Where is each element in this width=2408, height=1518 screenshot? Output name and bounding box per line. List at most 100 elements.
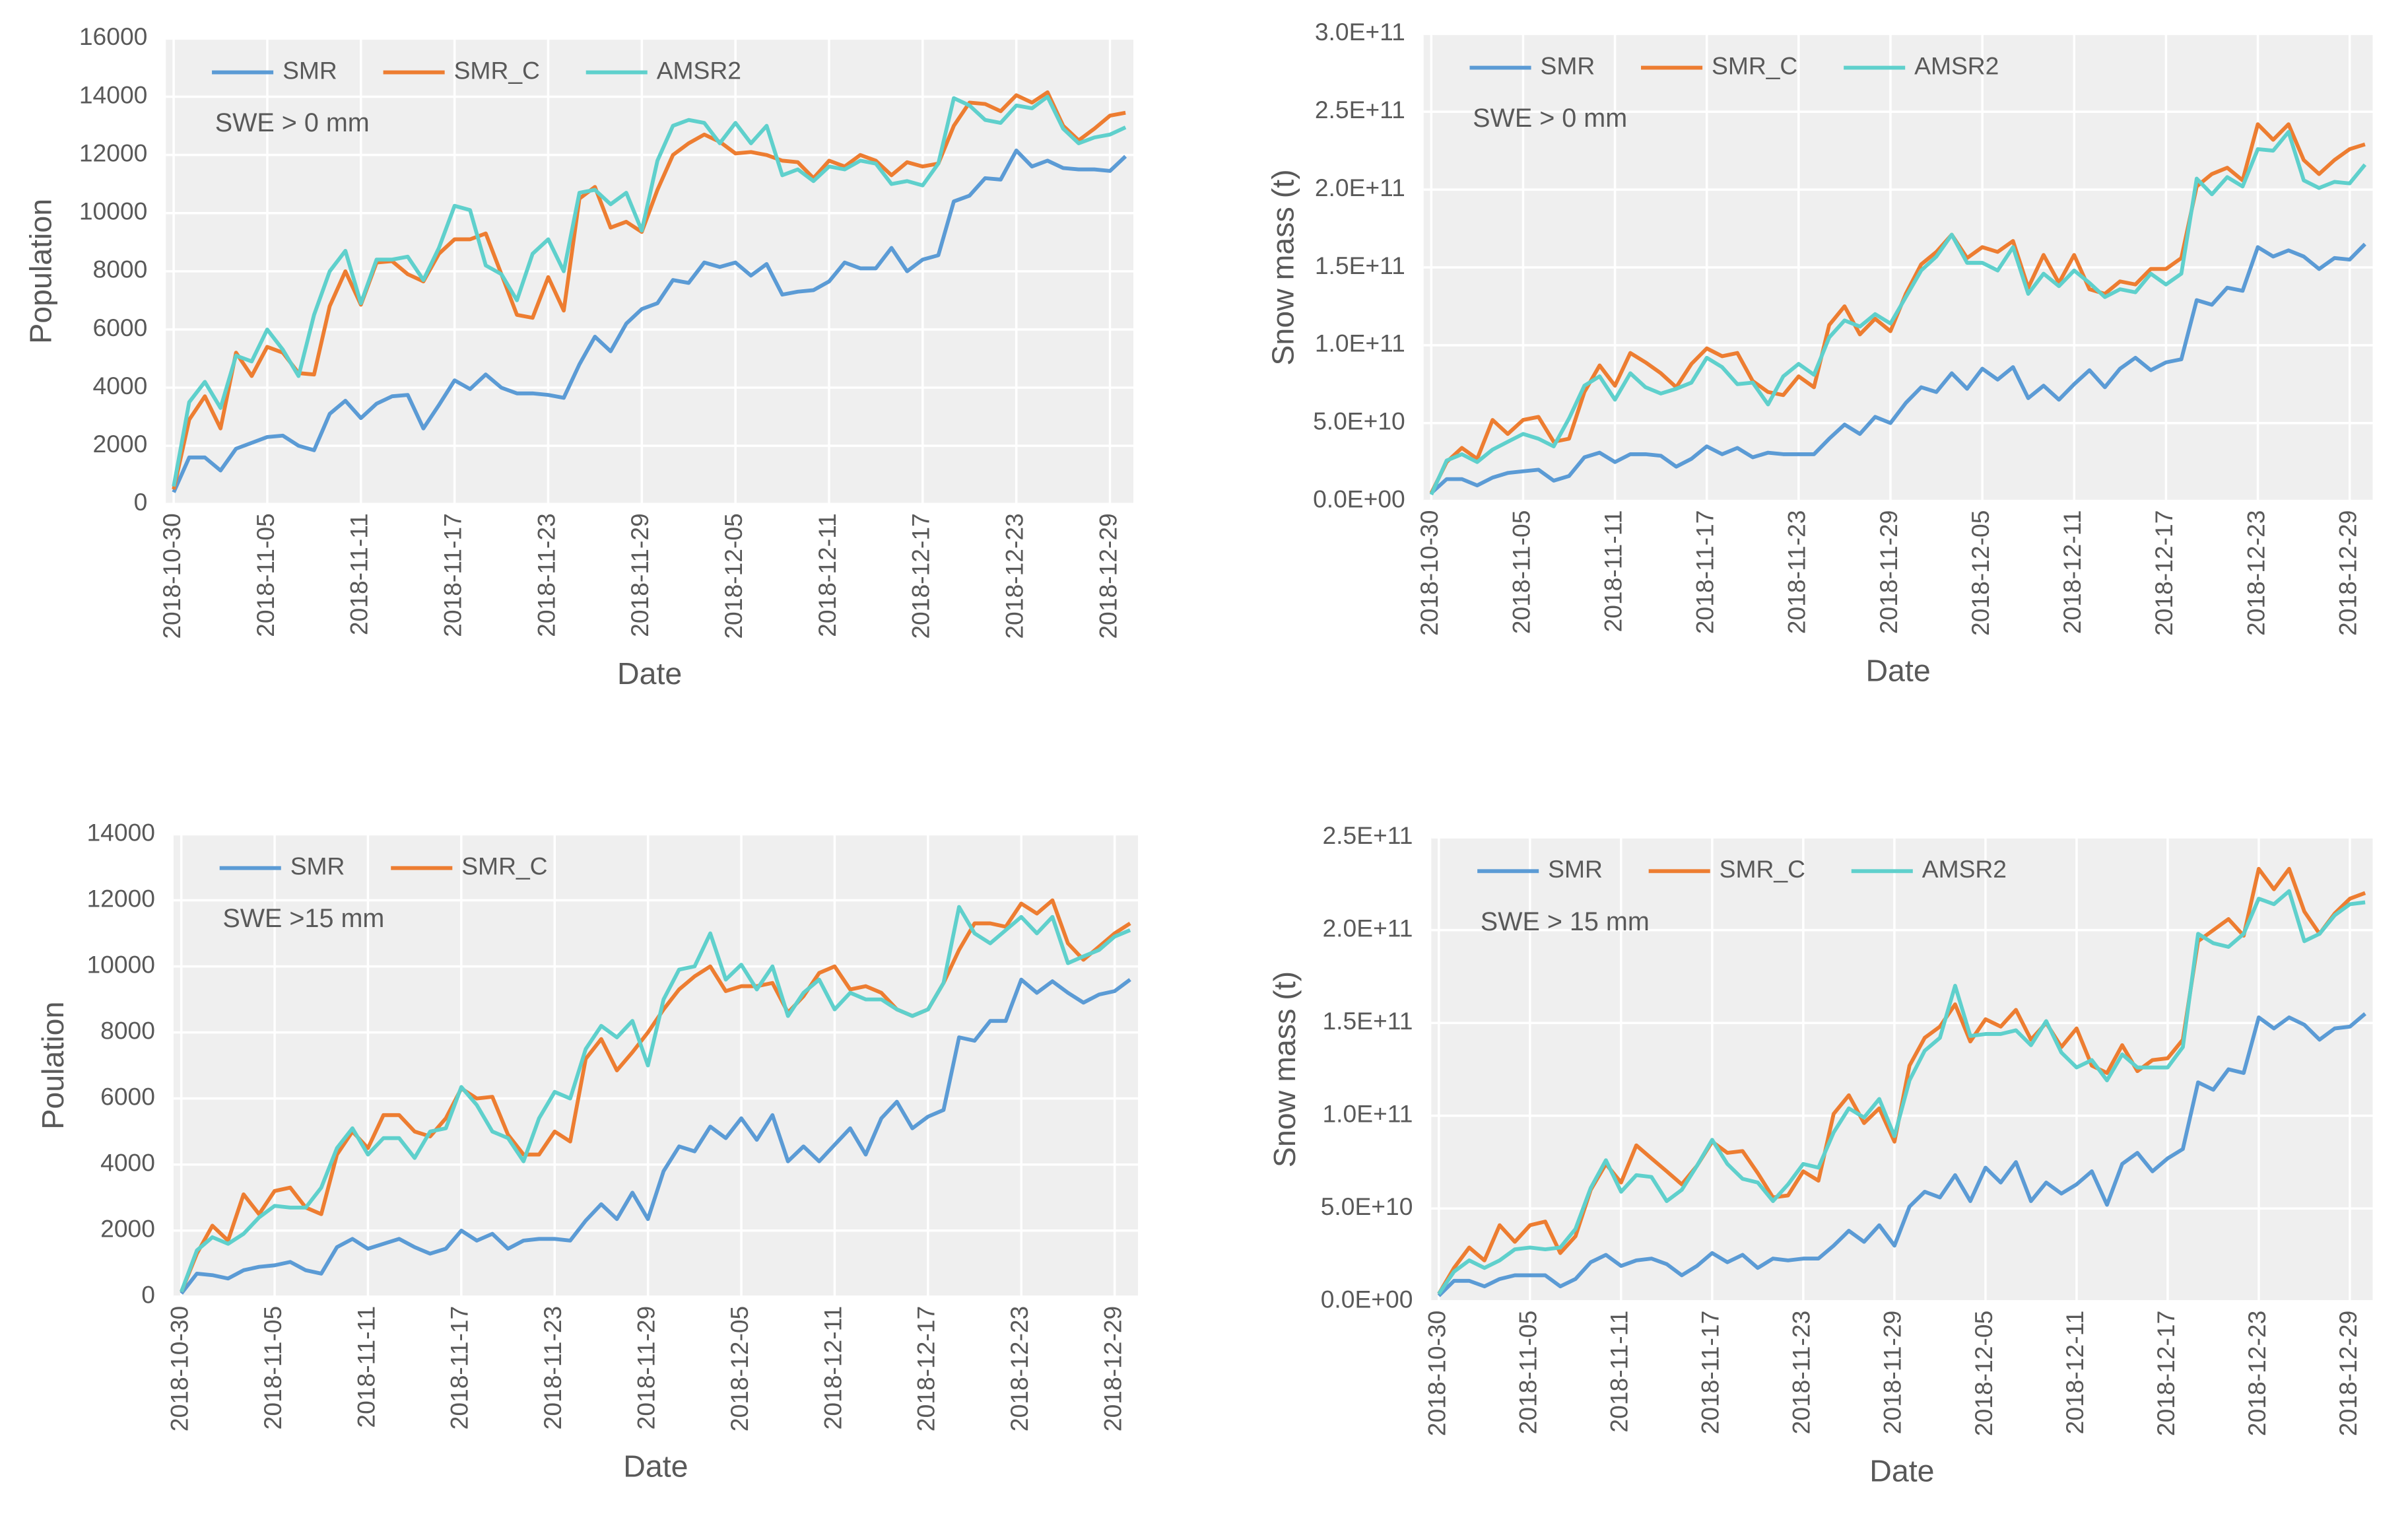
y-tick-label: 0 — [134, 488, 148, 516]
x-tick-label: 2018-12-17 — [907, 513, 935, 638]
y-tick-label: 10000 — [86, 950, 155, 978]
y-tick-label: 0.0E+00 — [1313, 485, 1405, 512]
y-tick-label: 1.0E+11 — [1322, 1100, 1413, 1128]
x-tick-label: 2018-12-29 — [1098, 1306, 1126, 1432]
x-tick-label: 2018-12-29 — [2334, 510, 2362, 636]
x-tick-label: 2018-11-05 — [1507, 510, 1535, 635]
y-tick-label: 4000 — [93, 372, 148, 399]
y-tick-label: 5.0E+10 — [1313, 407, 1405, 435]
y-tick-label: 5.0E+10 — [1321, 1192, 1413, 1220]
y-tick-label: 8000 — [100, 1016, 155, 1044]
x-tick-label: 2018-12-05 — [1966, 510, 1994, 636]
y-tick-label: 12000 — [86, 884, 155, 912]
y-axis-title: Snow mass (t) — [1266, 169, 1300, 365]
series-line — [180, 905, 1131, 1293]
y-tick-label: 4000 — [100, 1149, 155, 1177]
y-tick-label: 2.0E+11 — [1322, 914, 1413, 942]
panel: 0 2000 4000 6000 8000 10000 12000 14000 2018-10-… — [36, 818, 1138, 1484]
x-tick-label: 2018-11-11 — [1599, 510, 1626, 633]
legend-label: AMSR2 — [1914, 52, 1999, 79]
panel: 0.0E+00 5.0E+10 1.0E+11 1.5E+11 2.0E+11 2.5E+… — [1266, 18, 2373, 688]
y-axis-title: Poulation — [36, 1002, 70, 1130]
legend-label: AMSR2 — [1922, 855, 2007, 883]
x-tick-label: 2018-11-05 — [251, 513, 279, 637]
y-tick-label: 6000 — [93, 314, 148, 341]
series-line — [1429, 129, 2367, 496]
legend-label: SMR_C — [1712, 52, 1797, 79]
x-axis-title: Date — [617, 656, 682, 691]
x-tick-label: 2018-12-05 — [719, 513, 747, 638]
y-tick-label: 6000 — [100, 1082, 155, 1110]
series-line — [1437, 1012, 2366, 1297]
legend-label: SMR — [1541, 52, 1595, 79]
series-line — [172, 94, 1127, 487]
y-axis-title: Snow mass (t) — [1267, 971, 1302, 1167]
y-tick-label: 2.5E+11 — [1315, 96, 1405, 123]
x-tick-label: 2018-12-05 — [1970, 1311, 1997, 1436]
legend-label: SMR — [283, 56, 337, 84]
x-tick-label: 2018-12-11 — [2061, 1311, 2089, 1435]
x-tick-label: 2018-11-17 — [438, 513, 466, 637]
x-tick-label: 2018-12-29 — [1094, 513, 1121, 638]
x-tick-label: 2018-11-23 — [1788, 1311, 1815, 1435]
panel: 0.0E+00 5.0E+10 1.0E+11 1.5E+11 2.0E+11 2.5E+… — [1267, 821, 2373, 1488]
x-tick-label: 2018-11-17 — [1691, 510, 1719, 635]
x-tick-label: 2018-12-11 — [813, 513, 841, 637]
x-tick-label: 2018-11-29 — [632, 1306, 659, 1430]
x-axis-title: Date — [623, 1449, 688, 1484]
y-tick-label: 1.5E+11 — [1322, 1007, 1413, 1035]
x-tick-label: 2018-11-23 — [539, 1306, 566, 1430]
x-tick-label: 2018-11-11 — [1605, 1311, 1633, 1433]
x-tick-label: 2018-12-23 — [1005, 1306, 1033, 1432]
x-tick-label: 2018-11-05 — [259, 1306, 286, 1430]
x-tick-label: 2018-12-05 — [725, 1306, 753, 1432]
y-tick-label: 0.0E+00 — [1321, 1286, 1413, 1313]
y-tick-label: 8000 — [93, 256, 148, 283]
y-tick-label: 2000 — [100, 1215, 155, 1243]
panel: 0 2000 4000 6000 8000 10000 12000 14000 16000 201… — [23, 22, 1133, 691]
x-tick-label: 2018-12-23 — [2243, 1311, 2271, 1436]
legend-label: SMR_C — [1720, 855, 1805, 883]
x-tick-label: 2018-10-30 — [1415, 510, 1443, 636]
x-axis-title: Date — [1869, 1454, 1934, 1488]
annotation: SWE > 15 mm — [1481, 907, 1650, 936]
x-tick-label: 2018-10-30 — [166, 1306, 193, 1432]
plot-area — [173, 834, 1138, 1297]
x-tick-label: 2018-11-23 — [532, 513, 560, 637]
series-line — [180, 977, 1131, 1295]
y-tick-label: 12000 — [79, 139, 148, 166]
y-tick-label: 16000 — [79, 22, 148, 50]
x-tick-label: 2018-12-17 — [2150, 510, 2178, 636]
x-tick-label: 2018-10-30 — [1423, 1311, 1451, 1436]
x-tick-label: 2018-11-17 — [446, 1306, 473, 1430]
legend-label: SMR — [290, 852, 345, 880]
y-tick-label: 2.0E+11 — [1315, 174, 1405, 201]
x-tick-label: 2018-12-17 — [2152, 1311, 2180, 1436]
x-tick-label: 2018-12-29 — [2334, 1311, 2362, 1436]
y-tick-label: 2000 — [93, 430, 148, 458]
x-tick-label: 2018-11-29 — [626, 513, 653, 637]
y-tick-label: 10000 — [79, 197, 148, 225]
x-tick-label: 2018-12-11 — [819, 1306, 846, 1430]
series-line — [1437, 889, 2366, 1295]
x-tick-label: 2018-11-23 — [1783, 510, 1811, 635]
legend-label: SMR_C — [454, 56, 540, 84]
y-axis-title: Population — [23, 199, 57, 344]
legend-label: SMR — [1548, 855, 1603, 883]
y-tick-label: 14000 — [86, 818, 155, 846]
x-tick-label: 2018-12-17 — [912, 1306, 940, 1432]
legend-label: AMSR2 — [657, 56, 741, 84]
y-tick-label: 14000 — [79, 81, 148, 108]
x-axis-title: Date — [1865, 654, 1930, 688]
annotation: SWE >15 mm — [222, 904, 384, 933]
x-tick-label: 2018-12-23 — [1001, 513, 1028, 638]
x-tick-label: 2018-11-11 — [352, 1306, 380, 1428]
y-tick-label: 2.5E+11 — [1322, 821, 1413, 849]
x-tick-label: 2018-11-29 — [1875, 510, 1902, 635]
series-line — [1430, 242, 2366, 495]
annotation: SWE > 0 mm — [1473, 104, 1627, 133]
x-tick-label: 2018-11-05 — [1514, 1311, 1542, 1435]
legend-label: SMR_C — [461, 852, 547, 880]
x-tick-label: 2018-12-11 — [2058, 510, 2086, 635]
